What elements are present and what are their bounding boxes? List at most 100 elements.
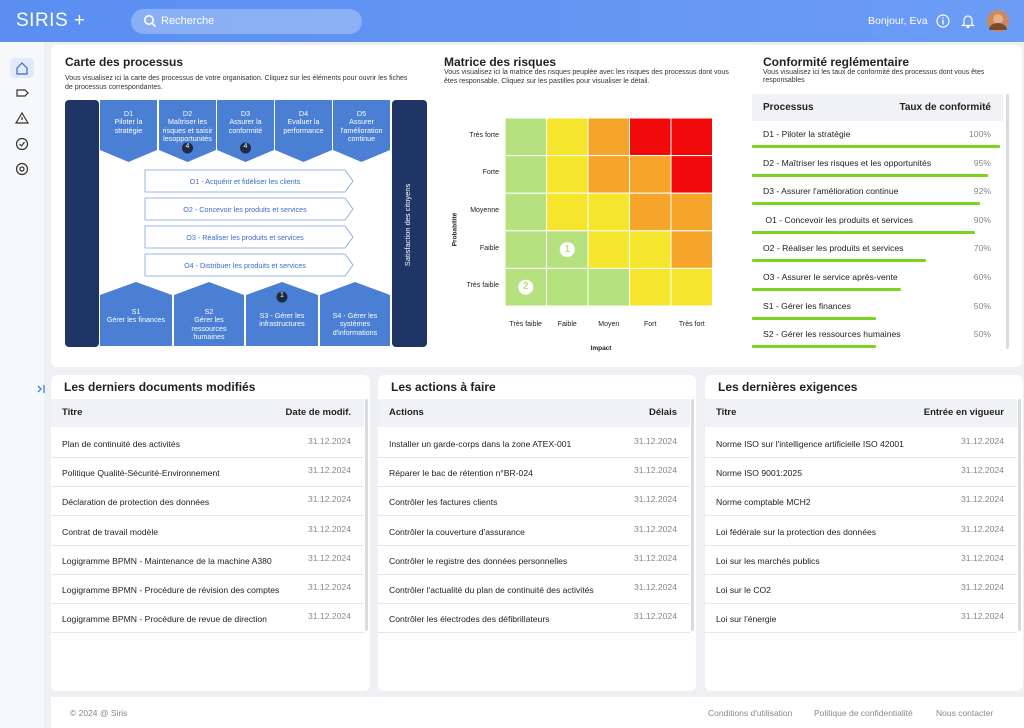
table-cell: 31.12.2024 [307,611,351,622]
table-cell: Loi sur l'énergie [716,614,777,625]
process-label[interactable]: S2 Gérer les ressources humaines [174,307,244,341]
process-box[interactable] [100,100,157,162]
process-label[interactable]: S4 - Gérer les systèmes d'informations [320,311,390,337]
risk-marker-label[interactable]: 2 [522,281,529,293]
footer-link[interactable]: Conditions d'utilisation [708,708,793,718]
table-row[interactable] [51,429,364,458]
matrix-cell [629,267,672,307]
column-header: Taux de conformité [899,102,992,113]
table-row[interactable] [51,458,364,488]
table-cell: Loi sur le CO2 [716,585,771,595]
section-description: Vous visualisez ici la matrice des risqu… [444,69,729,85]
process-label[interactable]: S1 Gérer les finances [100,307,172,325]
table-row[interactable] [51,517,364,546]
sidebar [0,42,44,728]
table-cell: S2 - Gérer les ressources humaines [763,329,901,340]
process-label[interactable]: D3 Assurer la conformité [217,109,274,135]
compliance-bar [752,288,901,291]
table-cell: 31.12.2024 [307,465,351,476]
table-row[interactable] [378,487,690,517]
table-row[interactable] [378,604,690,634]
process-box[interactable] [246,282,318,346]
table-cell: Norme ISO 9001:2025 [716,468,802,479]
footer-link[interactable]: Politique de confidentialité [814,708,913,718]
matrix-cell [546,192,589,232]
table-row[interactable] [705,604,1017,634]
process-label[interactable]: O2 - Concevoir les produits et services [183,205,307,214]
risk-marker[interactable] [559,242,575,258]
table-row[interactable] [378,429,690,458]
process-box[interactable] [159,100,216,162]
table-row[interactable] [51,575,364,604]
process-label[interactable]: D5 Assurer l'amélioration continue [333,109,390,143]
process-code: D2 [182,109,193,118]
search-box[interactable] [131,9,362,34]
table-cell: 100% [969,129,991,139]
matrix-cell [587,267,630,307]
process-box[interactable] [333,100,390,162]
table-cell: Installer un garde-corps dans la zone AT… [389,439,572,449]
matrix-cell [670,267,713,307]
table-cell: Déclaration de protection des données [62,497,210,508]
table-cell: 50% [973,300,991,311]
table-cell: Contrôler l'actualité du plan de continu… [389,585,594,595]
process-label[interactable]: O4 - Distribuer les produits et services [184,261,306,270]
process-box[interactable] [320,282,390,346]
process-box[interactable] [100,282,172,346]
risk-marker[interactable] [518,279,534,295]
process-code: S1 [131,307,141,316]
table-cell: O2 - Réaliser les produits et services [763,243,904,254]
table-row[interactable] [705,429,1017,458]
process-arrow[interactable] [144,169,354,193]
process-box[interactable] [174,282,244,346]
search-placeholder[interactable]: Recherche [161,15,215,27]
table-row[interactable] [705,546,1017,575]
table-cell: 31.12.2024 [633,465,677,476]
band [392,100,427,347]
risk-marker-label[interactable]: 1 [564,243,571,255]
table-row[interactable] [705,487,1017,517]
sidebar-active[interactable] [10,58,34,78]
table-row[interactable] [51,546,364,575]
process-label[interactable]: S3 - Gérer les infrastructures [246,311,318,329]
matrix-cell [546,155,589,194]
process-label[interactable]: O3 - Réaliser les produits et services [186,233,304,242]
table-row[interactable] [378,517,690,546]
table-cell: Contrat de travail modèle [62,526,159,537]
process-arrow[interactable] [144,225,354,249]
table-row[interactable] [705,517,1017,546]
process-box[interactable] [275,100,332,162]
table-row[interactable] [51,487,364,517]
scrollbar [1018,399,1021,631]
process-label[interactable]: D4 Evaluer la performance [275,109,332,135]
table-cell: 31.12.2024 [960,465,1004,476]
right-band-text: Satisfaction des citoyens [403,183,412,267]
bell-icon[interactable] [961,13,975,29]
table-row[interactable] [378,458,690,488]
process-name: Piloter la stratégie [114,117,143,135]
process-arrow[interactable] [144,253,354,277]
table-row[interactable] [705,458,1017,488]
process-label[interactable]: O1 - Acquérir et fidéliser les clients [189,177,301,186]
avatar[interactable] [987,10,1009,32]
process-code: D5 [356,109,367,118]
footer-link[interactable]: Nous contacter [936,708,994,718]
table-cell: 31.12.2024 [633,436,677,446]
badge [240,142,251,154]
process-label[interactable]: D2 Maîtriser les risques et saisir lesopp… [159,109,216,143]
section-title: Conformité reglémentaire [763,55,910,69]
table-cell: Contrôler la couverture d'assurance [389,526,525,537]
process-label[interactable]: D1 Piloter la stratégie [100,109,157,135]
process-code: D3 [240,109,251,118]
table-row[interactable] [705,575,1017,604]
card-title: Les derniers documents modifiés [64,380,256,394]
table-row[interactable] [378,546,690,575]
table-cell: 31.12.2024 [960,582,1004,592]
table-row[interactable] [51,604,364,634]
search-icon [144,15,157,28]
table-row[interactable] [378,575,690,604]
collapse-icon[interactable] [35,383,47,395]
info-icon[interactable] [936,14,950,28]
process-arrow[interactable] [144,197,354,221]
process-box[interactable] [217,100,274,162]
